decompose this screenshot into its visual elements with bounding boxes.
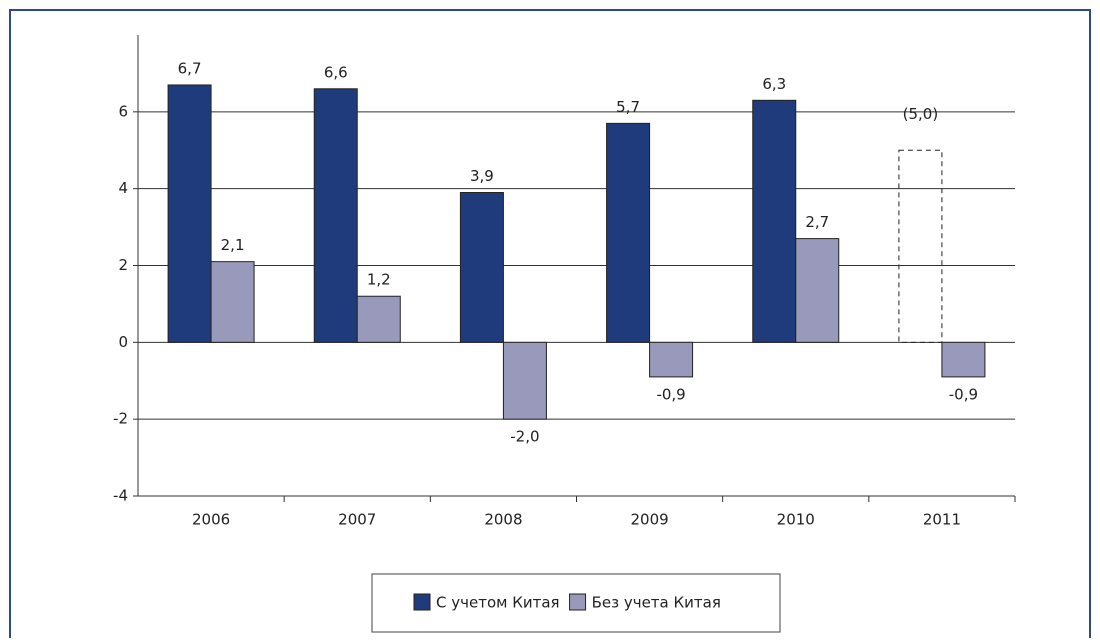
bar: [941, 341, 986, 378]
legend-swatch: [569, 593, 587, 611]
bar: [356, 295, 401, 343]
y-tick-label: 2: [118, 256, 128, 274]
value-label: (5,0): [903, 105, 939, 123]
value-label: 3,9: [470, 167, 494, 185]
x-tick-label: 2010: [777, 511, 815, 529]
legend-label: С учетом Китая: [436, 594, 560, 612]
value-label: 2,7: [805, 213, 829, 231]
y-tick-label: 0: [118, 333, 128, 351]
x-tick-label: 2007: [338, 511, 376, 529]
legend-swatch: [413, 593, 431, 611]
y-tick-label: -2: [113, 410, 128, 428]
x-tick-label: 2006: [192, 511, 230, 529]
value-label: 6,7: [178, 59, 202, 77]
value-label: 5,7: [616, 98, 640, 116]
y-tick-label: -4: [113, 487, 128, 505]
bar: [167, 84, 212, 343]
value-label: 6,3: [762, 75, 786, 93]
bar: [459, 192, 504, 343]
x-tick-label: 2009: [630, 511, 668, 529]
value-label: -0,9: [656, 385, 685, 403]
bar: [210, 261, 255, 343]
legend-label: Без учета Китая: [592, 594, 721, 612]
bar: [649, 341, 694, 378]
bar: [898, 149, 943, 343]
value-label: -2,0: [510, 428, 539, 446]
y-tick-label: 4: [118, 179, 128, 197]
x-tick-label: 2008: [484, 511, 522, 529]
value-label: 6,6: [324, 63, 348, 81]
value-label: -0,9: [949, 385, 978, 403]
frame: [9, 9, 1091, 638]
value-label: 1,2: [367, 271, 391, 289]
bar: [313, 88, 358, 343]
bar: [795, 238, 840, 343]
bar: [752, 99, 797, 343]
bar: [606, 122, 651, 343]
x-tick-label: 2011: [923, 511, 961, 529]
value-label: 2,1: [221, 236, 245, 254]
bar: [502, 341, 547, 420]
y-tick-label: 6: [118, 102, 128, 120]
